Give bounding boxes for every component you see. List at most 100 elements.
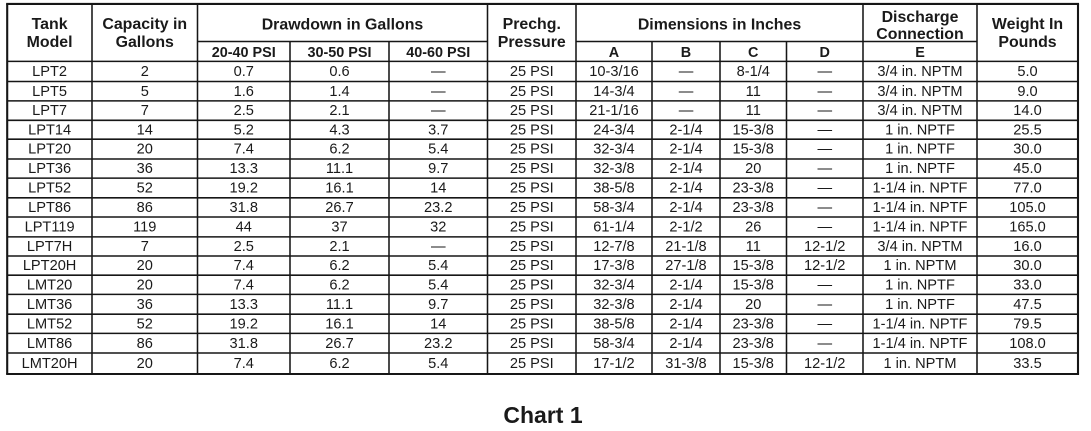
svg-text:44: 44 <box>236 220 252 236</box>
svg-text:38-5/8: 38-5/8 <box>593 181 634 197</box>
svg-text:LMT86: LMT86 <box>27 336 72 352</box>
svg-text:23-3/8: 23-3/8 <box>733 316 774 332</box>
svg-text:15-3/8: 15-3/8 <box>733 277 774 293</box>
svg-text:2-1/4: 2-1/4 <box>669 277 702 293</box>
svg-text:26: 26 <box>745 220 761 236</box>
svg-text:31.8: 31.8 <box>230 200 258 216</box>
svg-text:2-1/4: 2-1/4 <box>669 122 702 138</box>
svg-text:23-3/8: 23-3/8 <box>733 181 774 197</box>
svg-text:11: 11 <box>746 84 761 100</box>
svg-text:1 in. NPTF: 1 in. NPTF <box>885 161 955 177</box>
svg-text:1 in. NPTF: 1 in. NPTF <box>885 297 955 313</box>
svg-text:11: 11 <box>746 103 761 119</box>
svg-text:1-1/4 in. NPTF: 1-1/4 in. NPTF <box>873 200 968 216</box>
svg-text:32-3/8: 32-3/8 <box>593 161 634 177</box>
svg-text:2.1: 2.1 <box>329 239 349 255</box>
svg-text:32: 32 <box>430 220 446 236</box>
svg-text:58-3/4: 58-3/4 <box>593 336 634 352</box>
svg-text:3.7: 3.7 <box>428 122 448 138</box>
svg-text:—: — <box>817 103 832 119</box>
svg-text:2-1/4: 2-1/4 <box>669 200 702 216</box>
svg-text:2.5: 2.5 <box>234 103 254 119</box>
svg-text:25 PSI: 25 PSI <box>510 103 554 119</box>
svg-text:B: B <box>681 45 691 61</box>
svg-text:23-3/8: 23-3/8 <box>733 200 774 216</box>
svg-text:1-1/4 in. NPTF: 1-1/4 in. NPTF <box>873 181 968 197</box>
svg-text:20: 20 <box>137 277 153 293</box>
svg-text:2.1: 2.1 <box>329 103 349 119</box>
svg-text:—: — <box>679 64 694 80</box>
svg-text:25 PSI: 25 PSI <box>510 220 554 236</box>
svg-text:A: A <box>609 45 620 61</box>
svg-text:4.3: 4.3 <box>329 122 349 138</box>
svg-text:LPT36: LPT36 <box>28 161 71 177</box>
svg-text:7.4: 7.4 <box>234 277 254 293</box>
svg-text:0.6: 0.6 <box>329 64 349 80</box>
svg-text:9.7: 9.7 <box>428 297 448 313</box>
svg-text:25 PSI: 25 PSI <box>510 84 554 100</box>
svg-text:38-5/8: 38-5/8 <box>593 316 634 332</box>
svg-text:LMT20: LMT20 <box>27 277 72 293</box>
svg-text:—: — <box>679 103 694 119</box>
svg-text:2-1/4: 2-1/4 <box>669 142 702 158</box>
svg-text:25 PSI: 25 PSI <box>510 239 554 255</box>
svg-text:5.2: 5.2 <box>234 122 254 138</box>
svg-text:79.5: 79.5 <box>1013 316 1041 332</box>
svg-text:—: — <box>431 84 446 100</box>
svg-text:1 in. NPTF: 1 in. NPTF <box>885 277 955 293</box>
svg-text:2-1/4: 2-1/4 <box>669 336 702 352</box>
svg-text:Weight In: Weight In <box>992 16 1063 33</box>
svg-text:Tank: Tank <box>32 16 68 33</box>
svg-text:1-1/4 in. NPTF: 1-1/4 in. NPTF <box>873 220 968 236</box>
svg-text:11.1: 11.1 <box>326 161 353 177</box>
svg-text:5.4: 5.4 <box>428 356 448 372</box>
svg-text:20: 20 <box>137 258 153 274</box>
svg-text:—: — <box>817 181 832 197</box>
svg-text:165.0: 165.0 <box>1009 220 1046 236</box>
svg-text:23.2: 23.2 <box>424 200 452 216</box>
svg-text:2.5: 2.5 <box>234 239 254 255</box>
svg-text:16.1: 16.1 <box>325 181 353 197</box>
svg-text:30.0: 30.0 <box>1013 258 1041 274</box>
svg-text:23.2: 23.2 <box>424 336 452 352</box>
svg-text:6.2: 6.2 <box>329 258 349 274</box>
svg-text:23-3/8: 23-3/8 <box>733 336 774 352</box>
svg-text:14: 14 <box>430 316 446 332</box>
svg-text:37: 37 <box>331 220 347 236</box>
svg-text:2-1/4: 2-1/4 <box>669 297 702 313</box>
svg-text:—: — <box>431 64 446 80</box>
svg-text:25 PSI: 25 PSI <box>510 181 554 197</box>
svg-text:Capacity in: Capacity in <box>102 16 187 33</box>
svg-text:30-50 PSI: 30-50 PSI <box>308 45 372 61</box>
svg-text:1.4: 1.4 <box>329 84 349 100</box>
svg-text:—: — <box>817 161 832 177</box>
svg-text:LPT119: LPT119 <box>25 220 75 236</box>
svg-text:—: — <box>679 84 694 100</box>
svg-text:1 in. NPTF: 1 in. NPTF <box>885 122 955 138</box>
svg-text:—: — <box>817 277 832 293</box>
svg-text:7.4: 7.4 <box>234 258 254 274</box>
svg-text:2-1/4: 2-1/4 <box>669 161 702 177</box>
svg-text:25.5: 25.5 <box>1013 122 1041 138</box>
svg-text:52: 52 <box>137 181 153 197</box>
svg-text:LPT7: LPT7 <box>32 103 67 119</box>
svg-text:1 in. NPTF: 1 in. NPTF <box>885 142 955 158</box>
svg-text:20: 20 <box>745 161 761 177</box>
svg-text:15-3/8: 15-3/8 <box>733 258 774 274</box>
svg-text:30.0: 30.0 <box>1013 142 1041 158</box>
svg-text:45.0: 45.0 <box>1013 161 1041 177</box>
svg-text:20: 20 <box>137 142 153 158</box>
svg-text:12-1/2: 12-1/2 <box>804 356 845 372</box>
svg-text:5.4: 5.4 <box>428 258 448 274</box>
svg-text:24-3/4: 24-3/4 <box>593 122 634 138</box>
svg-text:1 in. NPTM: 1 in. NPTM <box>884 258 957 274</box>
svg-text:0.7: 0.7 <box>234 64 254 80</box>
svg-text:2-1/4: 2-1/4 <box>669 181 702 197</box>
svg-text:52: 52 <box>137 316 153 332</box>
svg-text:25 PSI: 25 PSI <box>510 122 554 138</box>
svg-text:Pressure: Pressure <box>498 34 566 51</box>
svg-text:2-1/4: 2-1/4 <box>669 316 702 332</box>
svg-text:25 PSI: 25 PSI <box>510 297 554 313</box>
svg-text:14.0: 14.0 <box>1013 103 1041 119</box>
svg-text:1-1/4 in. NPTF: 1-1/4 in. NPTF <box>873 316 968 332</box>
